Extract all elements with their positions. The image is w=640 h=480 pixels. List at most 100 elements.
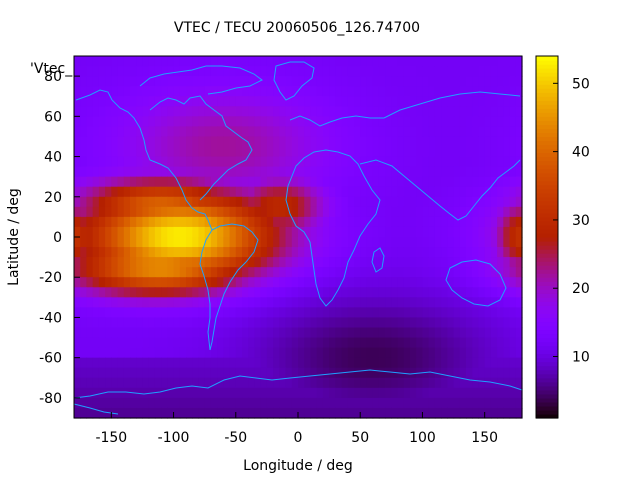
heatmap-cell (385, 377, 392, 389)
heatmap-cell (304, 196, 312, 208)
heatmap-cell (403, 96, 411, 107)
heatmap-cell (173, 247, 181, 258)
heatmap-cell (74, 387, 81, 399)
heatmap-cell (260, 297, 268, 308)
heatmap-cell (310, 96, 318, 107)
heatmap-cell (74, 407, 81, 419)
heatmap-cell (360, 377, 368, 389)
heatmap-cell (173, 186, 181, 198)
heatmap-cell (484, 106, 492, 117)
heatmap-cell (136, 156, 144, 168)
heatmap-cell (515, 397, 523, 409)
heatmap-cell (136, 106, 144, 117)
heatmap-cell (291, 237, 299, 248)
heatmap-cell (372, 116, 380, 127)
heatmap-cell (304, 307, 312, 319)
heatmap-cell (266, 136, 274, 148)
heatmap-cell (130, 176, 137, 188)
heatmap-cell (366, 196, 374, 208)
heatmap-cell (347, 196, 355, 208)
heatmap-cell (372, 347, 380, 359)
heatmap-cell (285, 247, 293, 258)
heatmap-cell (459, 106, 467, 117)
heatmap-cell (459, 226, 467, 238)
heatmap-cell (422, 76, 430, 87)
heatmap-cell (360, 106, 368, 117)
heatmap-cell (179, 347, 187, 359)
heatmap-cell (229, 357, 237, 369)
heatmap-cell (229, 226, 237, 238)
heatmap-cell (229, 56, 237, 67)
heatmap-cell (484, 196, 492, 208)
heatmap-cell (242, 377, 249, 389)
heatmap-cell (204, 56, 212, 67)
heatmap-cell (260, 126, 268, 138)
heatmap-cell (422, 387, 430, 399)
heatmap-cell (86, 56, 94, 67)
heatmap-cell (111, 176, 119, 188)
heatmap-cell (459, 196, 467, 208)
heatmap-cell (98, 126, 106, 138)
heatmap-cell (478, 247, 486, 258)
heatmap-cell (490, 357, 498, 369)
heatmap-cell (117, 397, 125, 409)
heatmap-cell (298, 357, 305, 369)
heatmap-cell (204, 216, 212, 228)
heatmap-cell (441, 86, 448, 97)
heatmap-cell (291, 397, 299, 409)
heatmap-cell (86, 317, 94, 329)
heatmap-cell (285, 267, 293, 278)
heatmap-cell (416, 116, 424, 127)
heatmap-cell (497, 66, 504, 77)
colorbar-step (536, 413, 558, 419)
heatmap-cell (497, 116, 504, 127)
heatmap-cell (322, 216, 330, 228)
heatmap-cell (279, 357, 287, 369)
heatmap-cell (192, 247, 200, 258)
heatmap-cell (310, 56, 318, 67)
heatmap-cell (248, 347, 256, 359)
heatmap-cell (322, 146, 330, 158)
heatmap-cell (279, 86, 287, 97)
heatmap-cell (478, 277, 486, 288)
heatmap-cell (161, 397, 168, 409)
heatmap-cell (391, 267, 399, 278)
heatmap-cell (410, 66, 417, 77)
heatmap-cell (459, 247, 467, 258)
heatmap-cell (98, 307, 106, 319)
heatmap-cell (366, 96, 374, 107)
heatmap-cell (434, 146, 442, 158)
heatmap-cell (416, 156, 424, 168)
heatmap-cell (223, 146, 231, 158)
heatmap-cell (329, 377, 336, 389)
heatmap-cell (403, 116, 411, 127)
heatmap-cell (428, 106, 436, 117)
heatmap-cell (329, 186, 336, 198)
heatmap-cell (472, 126, 480, 138)
heatmap-cell (285, 166, 293, 178)
heatmap-cell (167, 96, 175, 107)
heatmap-cell (316, 166, 324, 178)
heatmap-cell (391, 76, 399, 87)
colorbar-step (536, 317, 558, 323)
colorbar-gradient (536, 56, 558, 419)
heatmap-cell (403, 237, 411, 248)
heatmap-cell (391, 166, 399, 178)
heatmap-cell (509, 86, 517, 97)
heatmap-cell (117, 66, 125, 77)
heatmap-cell (136, 347, 144, 359)
heatmap-cell (248, 146, 256, 158)
heatmap-cell (266, 166, 274, 178)
heatmap-cell (335, 277, 343, 288)
x-axis-label: Longitude / deg (243, 458, 353, 474)
heatmap-cell (385, 136, 392, 148)
heatmap-cell (123, 116, 131, 127)
heatmap-cell (428, 257, 436, 268)
heatmap-cell (254, 206, 262, 218)
heatmap-cell (497, 176, 504, 188)
heatmap-cell (123, 86, 131, 97)
heatmap-cell (484, 86, 492, 97)
heatmap-cell (378, 277, 386, 288)
heatmap-cell (410, 337, 417, 349)
